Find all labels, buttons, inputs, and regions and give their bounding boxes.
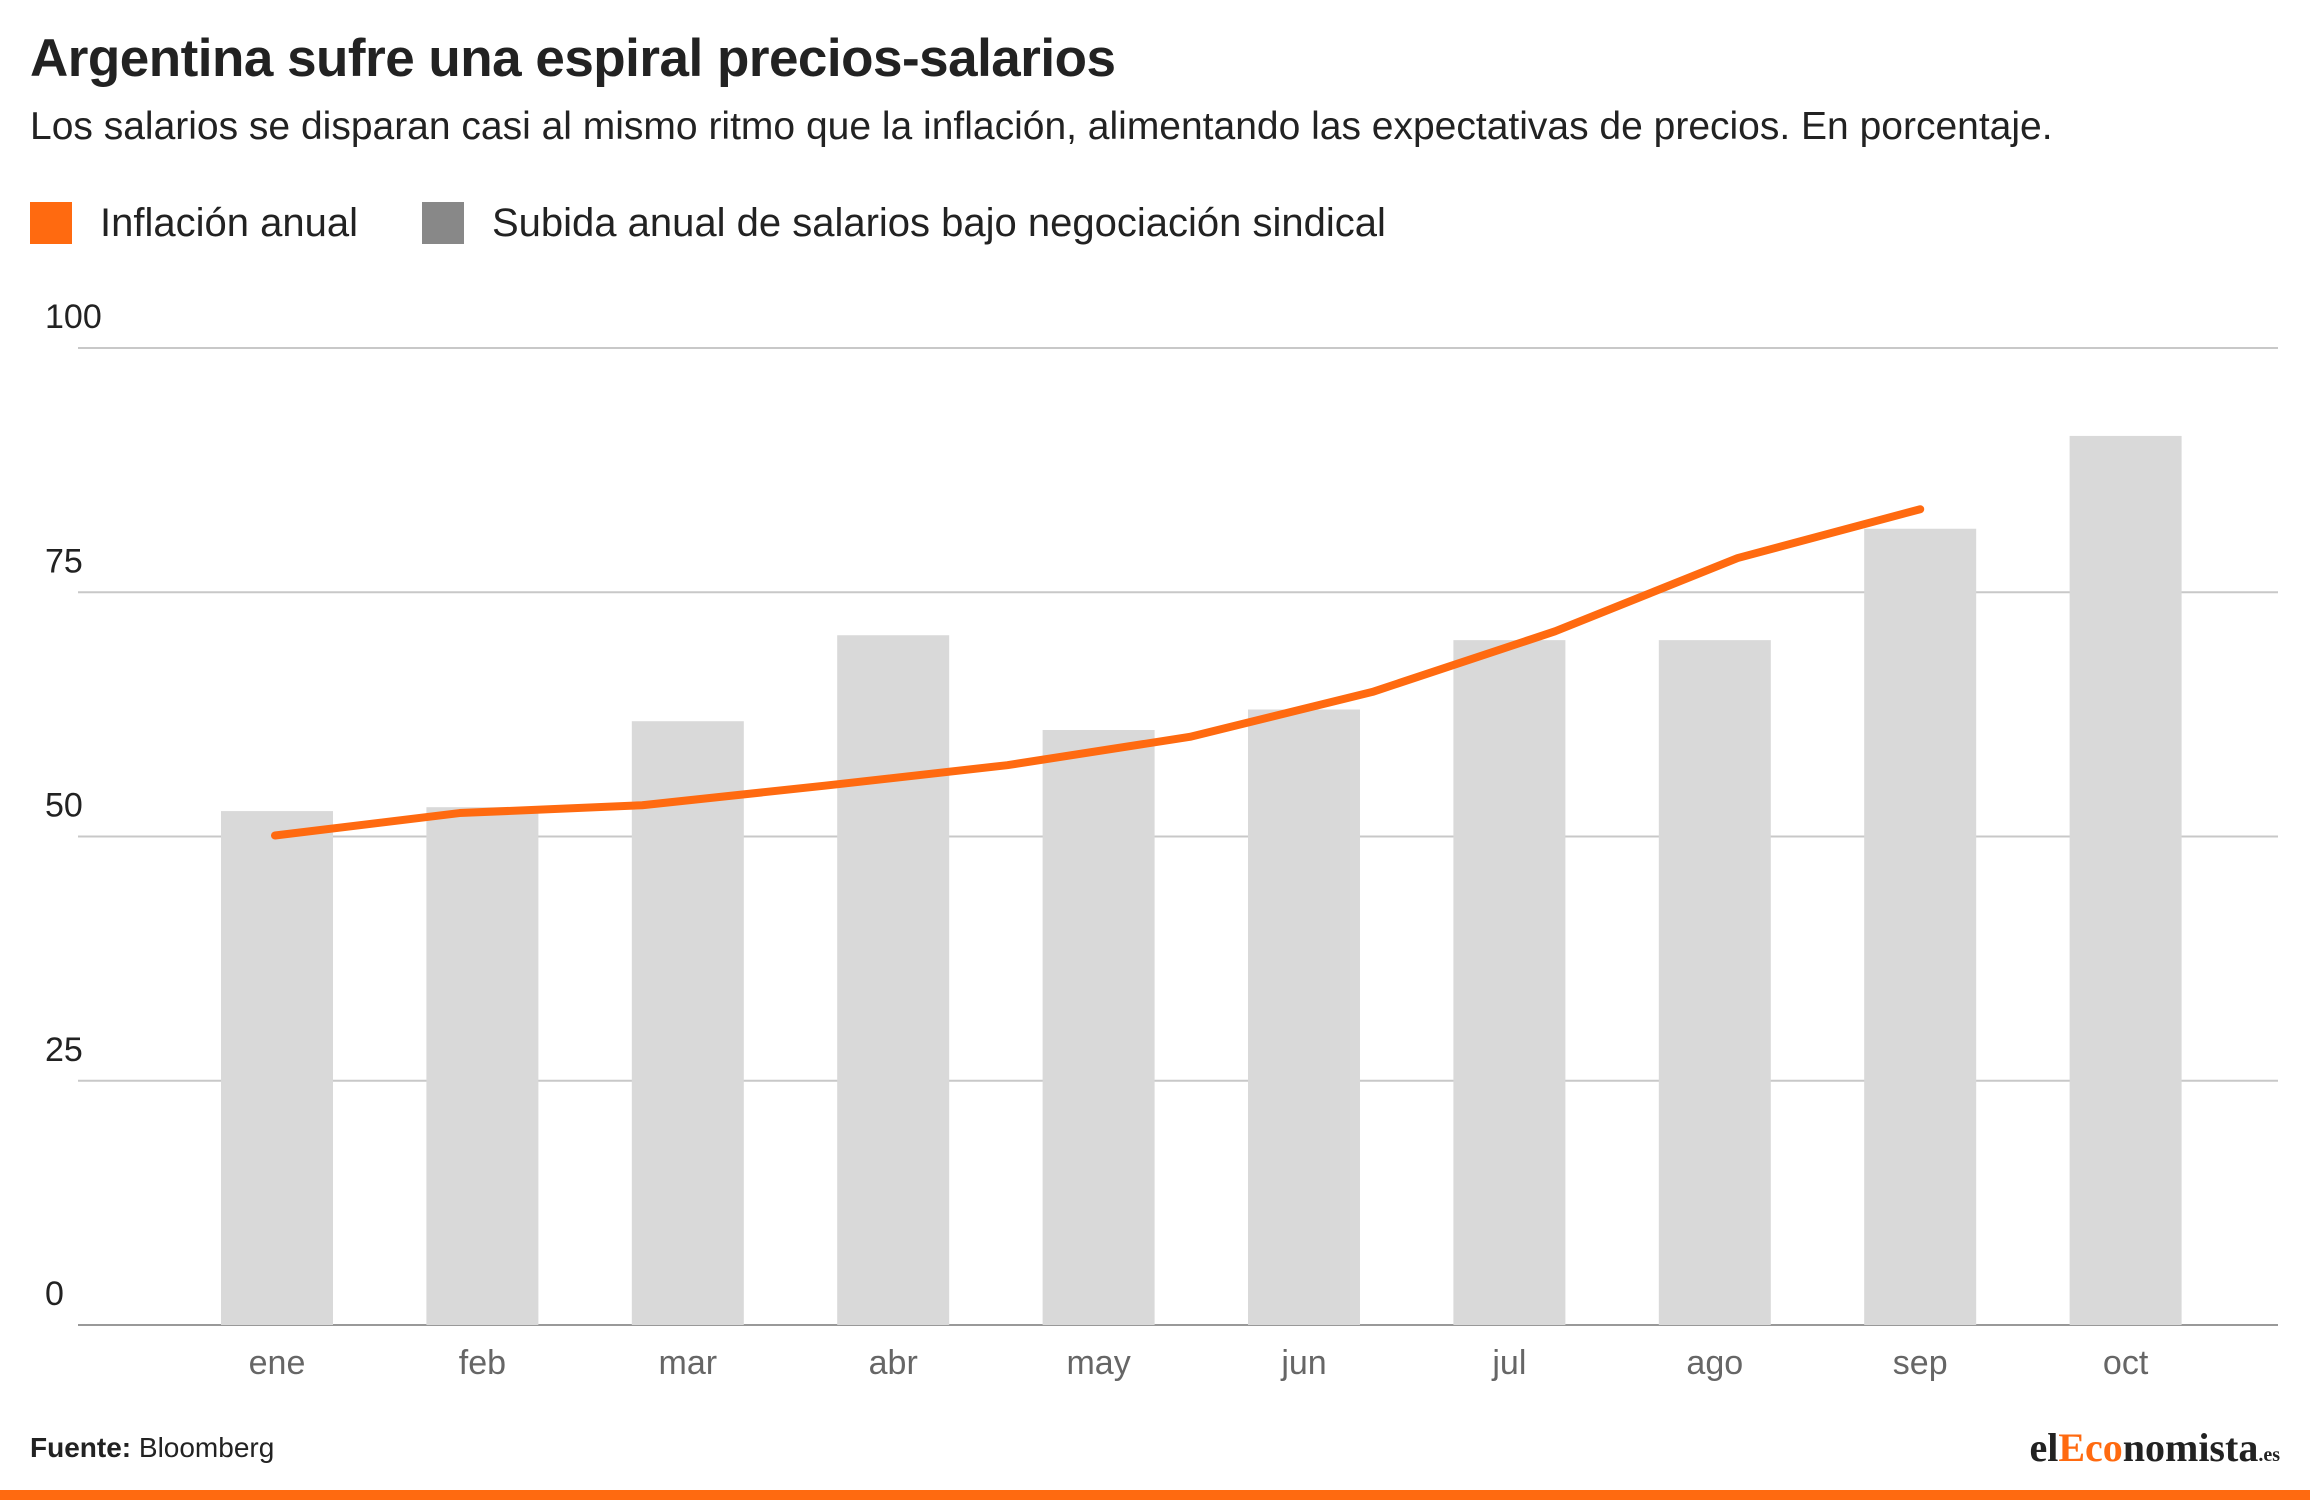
legend-item-inflation: Inflación anual xyxy=(30,201,358,246)
y-tick-label: 25 xyxy=(45,1031,83,1069)
y-tick-label: 75 xyxy=(45,542,83,580)
legend-swatch-inflation xyxy=(30,202,72,244)
source-note: Fuente: Bloomberg xyxy=(30,1432,274,1464)
y-tick-label: 50 xyxy=(45,787,83,825)
chart-subtitle: Los salarios se disparan casi al mismo r… xyxy=(30,105,2053,148)
bar xyxy=(1658,640,1771,1325)
x-tick-label: sep xyxy=(1893,1344,1948,1382)
x-tick-label: ene xyxy=(249,1344,306,1382)
chart-title: Argentina sufre una espiral precios-sala… xyxy=(30,29,1116,88)
bar xyxy=(1248,709,1360,1325)
x-tick-label: abr xyxy=(869,1344,918,1382)
legend-swatch-wages xyxy=(421,202,464,244)
x-tick-label: ago xyxy=(1686,1344,1743,1382)
chart-legend: Inflación anual Subida anual de salarios… xyxy=(30,198,1450,248)
x-tick-label: mar xyxy=(659,1344,718,1382)
bottom-accent-rule xyxy=(0,1490,2310,1500)
inflation-line xyxy=(271,505,1925,840)
legend-item-wages: Subida anual de salarios bajo negociació… xyxy=(421,200,1386,246)
x-tick-label: jun xyxy=(1280,1344,1326,1382)
x-tick-label: may xyxy=(1066,1344,1130,1382)
bar xyxy=(837,635,950,1325)
bar xyxy=(1453,640,1566,1325)
bar xyxy=(2069,435,2182,1325)
source-label: Fuente: xyxy=(30,1432,132,1463)
chart-plot: 0 25 50 75 100 ene feb mar abr may jun jul ago sep oct xyxy=(45,298,2278,1382)
x-tick-label: oct xyxy=(2103,1344,2149,1382)
publisher-logo: elEconomista.es xyxy=(2029,1425,2280,1470)
x-tick-label: jul xyxy=(1491,1344,1526,1382)
bar xyxy=(631,721,744,1325)
bar xyxy=(1042,730,1155,1325)
source-value: Bloomberg xyxy=(138,1432,275,1463)
x-tick-label: feb xyxy=(459,1344,506,1382)
bar xyxy=(1864,528,1977,1325)
bar xyxy=(426,807,539,1325)
legend-label-inflation: Inflación anual xyxy=(100,200,358,245)
y-tick-label: 100 xyxy=(45,298,102,336)
bar xyxy=(221,811,333,1325)
y-tick-label: 0 xyxy=(45,1275,64,1313)
legend-label-wages: Subida anual de salarios bajo negociació… xyxy=(491,200,1386,245)
